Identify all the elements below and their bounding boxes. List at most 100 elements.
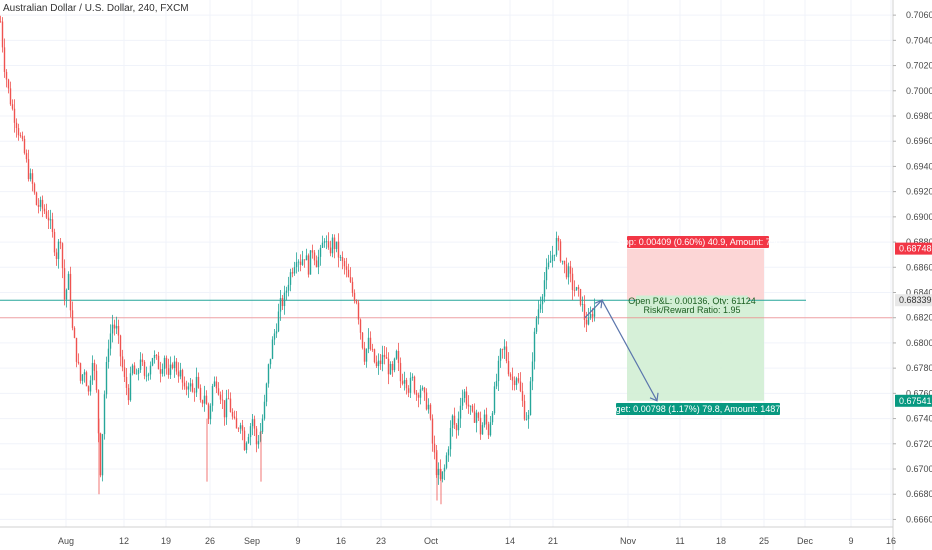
- candle-body: [541, 296, 544, 305]
- candle-body: [585, 319, 588, 325]
- candle-body: [469, 405, 472, 407]
- candle-body: [417, 394, 420, 398]
- candle-body: [177, 371, 180, 377]
- candle-body: [105, 362, 108, 395]
- candle-body: [1, 21, 4, 48]
- candle-body: [547, 262, 550, 268]
- price-tag-label: 0.67541: [899, 396, 932, 406]
- candle-body: [101, 434, 104, 476]
- candle-body: [449, 428, 452, 450]
- candle-body: [543, 280, 546, 297]
- candle-body: [441, 471, 444, 479]
- candle-body: [457, 418, 460, 431]
- candle-body: [321, 242, 324, 248]
- candle-body: [247, 437, 250, 443]
- candle-body: [515, 378, 518, 386]
- candle-body: [83, 372, 86, 375]
- x-tick-label: 23: [376, 536, 386, 546]
- candle-body: [297, 261, 300, 263]
- candle-body: [147, 374, 150, 376]
- candle-body: [47, 217, 50, 221]
- candle-body: [261, 418, 264, 432]
- candle-body: [527, 414, 530, 420]
- candle-body: [573, 289, 576, 291]
- candle-body: [241, 425, 244, 431]
- candle-body: [157, 355, 160, 370]
- candle-body: [7, 79, 10, 89]
- candle-body: [3, 47, 6, 72]
- candle-body: [359, 319, 362, 333]
- pnl-label: Open P&L: 0.00136, Qty: 61124: [628, 296, 755, 306]
- candle-body: [435, 452, 438, 476]
- candle-body: [519, 381, 522, 392]
- candle-body: [353, 292, 356, 301]
- time-axis[interactable]: Aug 12 19 26 Sep 9 16 23 Oct 14 21 Nov 11 18 25 Dec 9 16: [0, 526, 896, 546]
- candle-body: [149, 365, 152, 375]
- candle-body: [289, 272, 292, 285]
- candle-body: [475, 412, 478, 423]
- candle-body: [25, 153, 28, 160]
- candle-body: [481, 425, 484, 435]
- candle-body: [35, 192, 38, 205]
- candle-body: [291, 272, 294, 274]
- candle-body: [161, 368, 164, 374]
- candle-body: [31, 173, 34, 184]
- candle-body: [591, 314, 594, 317]
- candle-body: [71, 310, 74, 328]
- candle-body: [19, 135, 22, 137]
- candle-body: [79, 363, 82, 381]
- x-tick-label: Sep: [244, 536, 260, 546]
- position-zones[interactable]: [627, 248, 764, 401]
- candle-body: [95, 370, 98, 391]
- candle-body: [191, 383, 194, 392]
- candle-body: [531, 361, 534, 382]
- candle-body: [397, 350, 400, 363]
- candle-body: [357, 302, 360, 320]
- candle-body: [287, 284, 290, 291]
- candle-body: [21, 136, 24, 139]
- price-tag-bg: [895, 294, 932, 307]
- candle-body: [141, 359, 144, 362]
- candle-body: [507, 360, 510, 375]
- candle-body: [439, 468, 442, 479]
- candle-body: [431, 418, 434, 444]
- candle-body: [61, 243, 64, 269]
- candles: [0, 15, 596, 505]
- candle-body: [9, 88, 12, 105]
- candle-body: [263, 401, 266, 419]
- candle-body: [229, 398, 232, 412]
- candle-body: [213, 381, 216, 387]
- candle-body: [375, 362, 378, 367]
- candle-body: [59, 241, 62, 244]
- candle-body: [387, 358, 390, 375]
- arrow-head-up: [594, 299, 603, 309]
- x-tick-label: Oct: [424, 536, 439, 546]
- candle-body: [363, 347, 366, 362]
- candle-body: [317, 256, 320, 268]
- x-tick-label: Aug: [58, 536, 74, 546]
- stop-label: Stop: 0.00409 (0.60%) 40.9, Amount: 750: [615, 237, 781, 247]
- candle-body: [329, 247, 332, 254]
- candle-body: [109, 333, 112, 349]
- x-tick-label: Nov: [620, 536, 637, 546]
- candle-body: [403, 379, 406, 384]
- candle-body: [55, 252, 58, 259]
- candle-body: [373, 349, 376, 363]
- candle-body: [267, 364, 270, 384]
- candle-body: [533, 331, 536, 362]
- candle-body: [399, 362, 402, 382]
- target-label: Target: 0.00798 (1.17%) 79.8, Amount: 14…: [603, 404, 793, 414]
- candle-body: [97, 390, 100, 434]
- candle-body: [525, 419, 528, 420]
- candle-body: [497, 360, 500, 382]
- x-tick-label: Dec: [797, 536, 814, 546]
- candle-body: [69, 273, 72, 311]
- candle-body: [325, 241, 328, 243]
